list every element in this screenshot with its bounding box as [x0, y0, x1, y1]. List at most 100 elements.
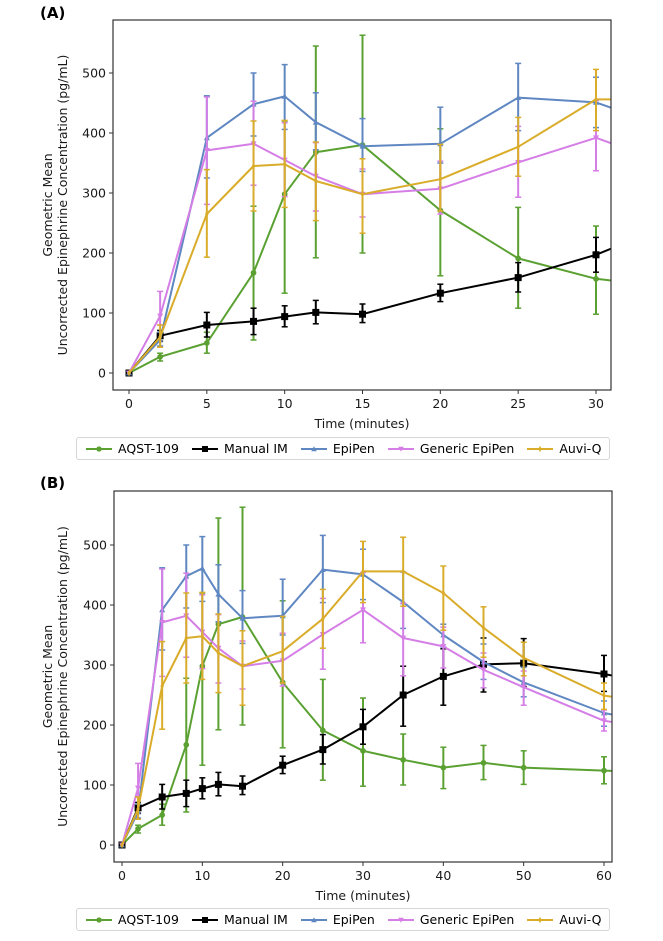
plot-area — [118, 506, 624, 849]
data-point — [319, 566, 326, 572]
data-point — [600, 670, 608, 678]
data-point — [440, 644, 447, 650]
legend-item-generic-epipen: Generic EpiPen — [387, 912, 514, 927]
data-point — [158, 333, 162, 341]
data-point — [515, 255, 522, 262]
data-point — [205, 210, 209, 218]
data-point — [314, 177, 318, 185]
data-point — [480, 667, 487, 673]
x-tick-label: 25 — [510, 396, 526, 411]
data-point — [157, 353, 163, 360]
data-point — [182, 789, 190, 797]
legend-marker — [398, 446, 404, 452]
series-epipen — [119, 534, 623, 848]
series-aqst-109 — [119, 506, 623, 848]
data-point — [136, 805, 140, 813]
data-point — [281, 93, 288, 99]
legend-swatch-square-icon — [191, 445, 218, 452]
data-point — [240, 662, 245, 670]
data-point — [282, 160, 287, 168]
legend-a: AQST-109 Manual IM EpiPen Generic EpiPen… — [76, 437, 611, 460]
data-point — [214, 780, 222, 788]
data-point — [436, 289, 444, 297]
series-line-epipen — [121, 567, 612, 846]
legend-swatch-circle-icon — [86, 445, 112, 452]
data-point — [198, 785, 206, 793]
legend-item-manual-im: Manual IM — [191, 441, 288, 456]
data-point — [480, 759, 487, 766]
legend-item-auvi-q: Auvi-Q — [526, 912, 601, 927]
data-point — [520, 684, 527, 691]
data-point — [312, 308, 320, 316]
legend-marker — [96, 916, 102, 923]
error-bar — [617, 684, 623, 712]
legend-label: AQST-109 — [118, 441, 179, 456]
data-point — [400, 756, 407, 763]
data-point — [250, 317, 258, 325]
data-point — [251, 162, 256, 170]
legend-label: Manual IM — [223, 441, 288, 456]
y-tick-label: 0 — [98, 366, 106, 381]
series-auvi-q — [120, 536, 623, 849]
data-point — [183, 741, 190, 748]
legend-label: Manual IM — [223, 912, 288, 927]
data-point — [401, 568, 405, 575]
y-tick-label: 0 — [99, 838, 107, 853]
panel-a: (A) 0 5 10 15 20 25 30 0 100 200 300 400 500 Time (mi… — [0, 0, 663, 470]
x-tick-label: 10 — [277, 396, 293, 411]
x-tick-label: 30 — [355, 868, 371, 883]
legend-item-auvi-q: Auvi-Q — [526, 441, 601, 456]
data-point — [593, 275, 599, 282]
y-tick-label: 400 — [83, 598, 107, 613]
y-tick-label: 200 — [83, 718, 107, 733]
data-point — [321, 615, 325, 623]
y-tick-label: 500 — [82, 66, 106, 81]
data-point — [127, 369, 131, 377]
error-bar — [617, 702, 623, 728]
legend-swatch-circle-icon — [86, 916, 112, 923]
data-point — [601, 718, 607, 724]
legend-swatch-square-icon — [191, 916, 218, 923]
legend-label: AQST-109 — [118, 912, 179, 927]
data-point — [439, 672, 447, 680]
legend-marker — [201, 916, 208, 923]
data-point — [239, 615, 246, 621]
x-tick-label: 0 — [125, 396, 133, 411]
data-point — [360, 747, 366, 754]
data-point — [281, 313, 289, 321]
data-point — [312, 119, 319, 125]
data-point — [618, 695, 622, 702]
data-point — [360, 190, 365, 198]
y-tick-label: 100 — [83, 778, 107, 793]
y-tick-label: 400 — [82, 126, 106, 141]
chart-b: 0 10 20 30 40 50 60 0 100 200 300 400 500 Time (minut… — [40, 490, 624, 903]
data-point — [319, 727, 326, 734]
error-bar — [617, 757, 623, 785]
data-point — [521, 654, 526, 662]
data-point — [135, 825, 141, 832]
data-point — [203, 321, 211, 329]
legend-swatch-diamond-icon — [527, 916, 554, 923]
data-point — [200, 632, 205, 640]
x-tick-label: 60 — [596, 868, 612, 883]
legend-item-manual-im: Manual IM — [191, 912, 288, 927]
legend-marker — [201, 445, 208, 452]
legend-label: Auvi-Q — [559, 441, 602, 456]
x-tick-label: 15 — [355, 396, 371, 411]
y-tick-label: 100 — [82, 306, 106, 321]
y-axis-label: Uncorrected Epinephrine Concentration (p… — [55, 526, 70, 827]
data-point — [617, 674, 624, 681]
data-point — [520, 764, 527, 771]
data-point — [399, 691, 407, 699]
data-point — [250, 269, 257, 276]
data-point — [617, 713, 623, 718]
data-point — [280, 647, 285, 655]
y-tick-label: 200 — [82, 246, 106, 261]
data-point — [617, 721, 623, 726]
legend-swatch-triangle-down-icon — [387, 917, 414, 923]
legend-label: Generic EpiPen — [419, 441, 515, 456]
data-point — [361, 568, 365, 575]
data-point — [594, 96, 598, 103]
legend-item-aqst-109: AQST-109 — [85, 441, 179, 456]
